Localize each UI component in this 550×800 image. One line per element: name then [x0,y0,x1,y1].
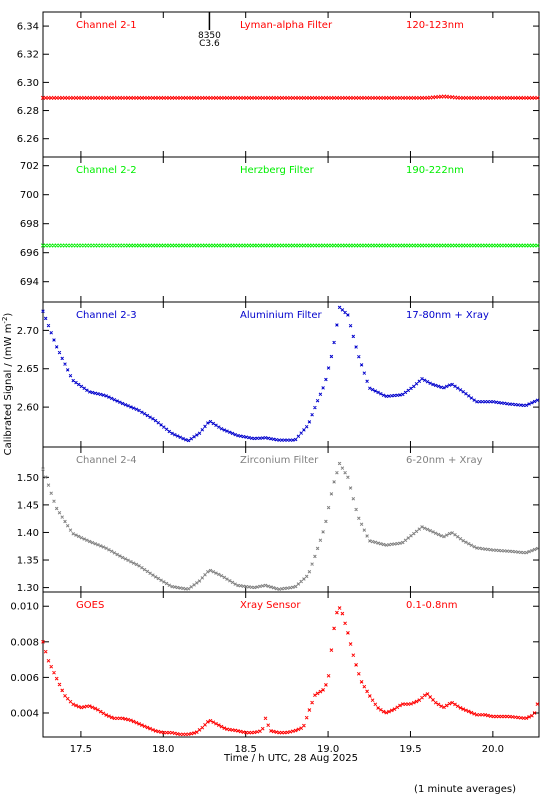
panel-label: 0.1-0.8nm [406,600,458,611]
x-tick-label: 18.0 [152,744,174,755]
panel-label: 6-20nm + Xray [406,455,483,466]
chart-panels: 6.26 6.28 6.30 6.32 6.34 Channel 2-1 Lyman-alp… [10,11,540,755]
series-markers [40,243,540,248]
panel-1: 6.26 6.28 6.30 6.32 6.34 Channel 2-1 Lyman-alp… [17,11,540,158]
y-tick-label: 6.28 [17,106,39,117]
panel-frame [42,591,540,738]
panel-label: Herzberg Filter [240,165,315,176]
x-tick-label: 19.5 [399,744,421,755]
x-tick-label: 18.5 [235,744,257,755]
series-points [40,94,540,101]
y-tick-label: 2.60 [17,403,39,414]
y-axis-title-close: ) [3,313,14,317]
y-tick-label: 2.65 [17,364,39,375]
panel-label: 17-80nm + Xray [406,310,489,321]
panel-label: 190-222nm [406,165,464,176]
panel-5: 0.004 0.006 0.008 0.010 GOES Xray Sensor 0.1-0… [10,591,540,738]
panel-2: 694 696 698 700 702 Channel 2-2 Herzberg Filte… [20,156,540,303]
y-axis-title-text: Calibrated Signal / (mW m [3,324,14,456]
y-tick-label: 6.30 [17,78,39,89]
y-tick-label: 1.40 [17,528,39,539]
x-tick-label: 20.0 [482,744,504,755]
panel-4: 1.30 1.35 1.40 1.45 1.50 Channel 2-4 Zirconium… [17,446,540,594]
y-tick-label: 6.26 [17,134,39,145]
series-markers [41,606,540,737]
y-tick-label: 694 [20,277,39,288]
series-markers [41,305,540,443]
series-markers [41,461,540,591]
y-tick-label: 1.45 [17,500,39,511]
panel-label: GOES [76,600,104,611]
event-label: C3.6 [199,39,220,49]
panel-frame [42,156,540,303]
x-tick-label: 17.5 [70,744,92,755]
y-tick-label: 700 [20,190,39,201]
x-axis-title: Time / h UTC, 28 Aug 2025 [223,753,358,764]
y-tick-label: 1.50 [17,473,39,484]
y-tick-label: 1.30 [17,583,39,594]
y-tick-label: 6.34 [17,22,39,33]
y-tick-label: 0.008 [10,637,39,648]
y-tick-label: 696 [20,248,39,259]
panel-frame [42,301,540,448]
y-axis-title: Calibrated Signal / (mW m-2) [1,313,14,456]
y-tick-label: 0.010 [10,602,39,613]
series-points [41,606,540,737]
panel-label: 120-123nm [406,20,464,31]
y-tick-label: 6.32 [17,50,39,61]
footnote: (1 minute averages) [414,784,516,795]
panel-label: Channel 2-1 [76,20,137,31]
series-points [41,461,540,591]
event-label: 8350 [198,31,221,41]
series-markers [40,94,540,101]
panel-label: Aluminium Filter [240,310,323,321]
panel-3: 2.60 2.65 2.70 Channel 2-3 Aluminium Filter 1… [17,301,540,448]
panel-label: Zirconium Filter [240,455,319,466]
panel-frame [42,446,540,593]
y-tick-label: 2.70 [17,326,39,337]
series-points [40,243,540,248]
y-tick-label: 0.004 [10,708,39,719]
panel-frame [42,11,540,158]
y-tick-label: 698 [20,219,39,230]
panel-label: Lyman-alpha Filter [240,20,333,31]
y-tick-label: 1.35 [17,556,39,567]
y-tick-label: 702 [20,161,39,172]
panel-label: Channel 2-2 [76,165,137,176]
y-axis-title-exponent: -2 [1,317,9,324]
y-tick-label: 0.006 [10,673,39,684]
panel-label: Xray Sensor [240,600,301,611]
series-points [41,305,540,443]
panel-label: Channel 2-4 [76,455,137,466]
panel-label: Channel 2-3 [76,310,137,321]
x-tick-label: 19.0 [317,744,339,755]
